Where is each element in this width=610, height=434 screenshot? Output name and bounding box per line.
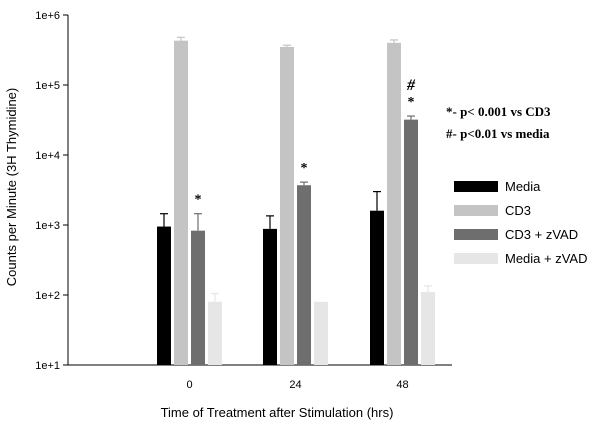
bar	[174, 40, 188, 366]
bar	[208, 301, 222, 365]
legend-swatch	[454, 253, 498, 264]
significance-marker: *	[195, 193, 202, 208]
bar	[404, 119, 418, 366]
y-axis-label: Counts per Minute (3H Thymidine)	[4, 88, 19, 286]
y-tick-label: 1e+4	[35, 150, 60, 162]
significance-marker: *	[408, 95, 415, 110]
legend-label: CD3 + zVAD	[505, 227, 578, 242]
legend-swatch	[454, 205, 498, 216]
y-tick-label: 1e+3	[35, 220, 60, 232]
bar	[387, 42, 401, 365]
bar	[314, 301, 328, 365]
bar	[421, 292, 435, 365]
legend-label: Media + zVAD	[505, 251, 588, 266]
y-tick-label: 1e+1	[35, 360, 60, 372]
x-tick-label: 48	[396, 379, 408, 391]
legend-swatch	[454, 229, 498, 240]
annotation-p-media: #- p<0.01 vs media	[446, 126, 550, 141]
x-axis-label: Time of Treatment after Stimulation (hrs…	[161, 405, 394, 420]
significance-marker: #	[406, 77, 416, 94]
x-tick-label: 0	[186, 379, 192, 391]
significance-marker: *	[301, 161, 308, 176]
x-tick-label: 24	[289, 379, 301, 391]
bar	[370, 210, 384, 365]
y-tick-label: 1e+5	[35, 80, 60, 92]
y-tick-label: 1e+2	[35, 290, 60, 302]
annotation-p-cd3: *- p< 0.001 vs CD3	[446, 104, 551, 119]
legend-label: CD3	[505, 203, 531, 218]
bar	[263, 228, 277, 365]
bar	[191, 230, 205, 365]
bar	[157, 226, 171, 365]
legend-swatch	[454, 181, 498, 192]
y-tick-label: 1e+6	[35, 10, 60, 22]
bar	[280, 46, 294, 366]
legend-label: Media	[505, 179, 541, 194]
bar	[297, 185, 311, 365]
